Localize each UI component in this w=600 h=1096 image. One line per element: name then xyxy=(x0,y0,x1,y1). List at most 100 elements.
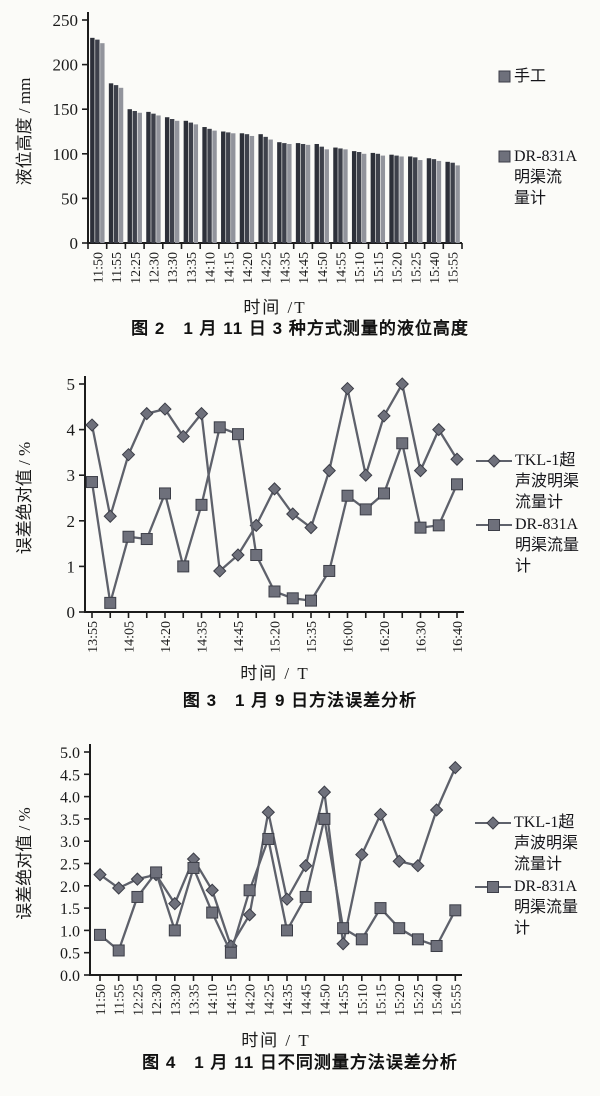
x-tick-label: 13:35 xyxy=(185,252,200,284)
data-point-marker xyxy=(130,872,145,886)
figure3-line-chart: 0 1 2 3 4 5 误差绝对值 / % 13:55 14:05 14:20 14:35 14:45… xyxy=(15,375,466,653)
bar xyxy=(314,143,319,243)
data-point-marker xyxy=(323,564,336,577)
data-point-marker xyxy=(395,377,409,391)
bar xyxy=(305,144,311,243)
data-point-marker xyxy=(243,884,256,897)
y-tick-label: 1 xyxy=(67,557,76,576)
x-tick-label: 14:10 xyxy=(206,984,221,1016)
x-tick-label: 14:55 xyxy=(337,984,352,1016)
data-point-marker xyxy=(103,509,117,523)
bar xyxy=(370,152,376,243)
data-point-marker xyxy=(305,594,317,607)
data-point-marker xyxy=(411,933,424,946)
bar xyxy=(287,143,292,243)
x-tick-label: 14:50 xyxy=(316,252,331,284)
data-point-marker xyxy=(111,881,126,895)
bar xyxy=(263,136,268,243)
data-point-marker xyxy=(158,402,172,416)
data-point-marker xyxy=(206,906,219,919)
y-tick-label: 1.0 xyxy=(60,923,80,940)
data-point-marker xyxy=(430,940,443,953)
data-point-marker xyxy=(140,406,154,421)
data-point-marker xyxy=(213,421,226,434)
bar xyxy=(151,113,156,243)
y-tick-label: 4.0 xyxy=(60,790,80,807)
x-tick-label: 13:30 xyxy=(166,252,181,284)
x-axis-title: 时间 /T xyxy=(243,298,307,317)
bar xyxy=(343,149,348,243)
data-point-marker xyxy=(122,530,135,543)
x-tick-label: 14:45 xyxy=(232,621,247,653)
y-tick-label: 5 xyxy=(67,375,76,394)
bar xyxy=(231,133,236,243)
data-point-marker xyxy=(286,592,299,605)
data-point-marker xyxy=(232,428,244,441)
data-point-marker xyxy=(267,482,282,496)
x-tick-label: 15:55 xyxy=(447,252,462,284)
data-point-marker xyxy=(359,468,373,482)
data-point-marker xyxy=(205,883,219,897)
x-tick-label: 15:10 xyxy=(353,252,368,284)
legend-label: 手工 xyxy=(514,68,547,85)
x-tick-label: 14:10 xyxy=(204,252,219,284)
data-point-marker xyxy=(213,564,227,578)
data-point-marker xyxy=(194,406,209,421)
data-point-marker xyxy=(317,785,332,799)
bar xyxy=(113,85,119,243)
data-point-marker xyxy=(355,933,368,946)
data-point-marker xyxy=(429,803,444,817)
x-tick-label: 14:45 xyxy=(297,252,312,284)
bar xyxy=(418,160,423,243)
bar xyxy=(174,120,180,243)
data-point-marker xyxy=(378,487,390,500)
data-point-marker xyxy=(393,922,406,935)
bar xyxy=(394,155,399,243)
y-tick-label: 2 xyxy=(67,512,76,531)
bar xyxy=(268,139,273,243)
data-point-marker xyxy=(373,807,388,822)
bar xyxy=(324,149,329,243)
x-tick-label: 13:35 xyxy=(188,984,203,1016)
data-point-marker xyxy=(411,859,425,873)
x-tick-label: 12:25 xyxy=(131,984,146,1016)
data-point-marker xyxy=(131,890,144,903)
bar xyxy=(258,134,263,243)
bar xyxy=(450,162,455,243)
data-point-marker xyxy=(355,847,369,862)
y-tick-label: 3 xyxy=(67,466,76,485)
bar xyxy=(118,87,124,244)
data-point-marker xyxy=(86,476,98,489)
data-point-marker xyxy=(336,937,350,951)
y-tick-label: 0 xyxy=(67,603,76,622)
data-point-marker xyxy=(377,409,391,423)
x-tick-label: 11:50 xyxy=(91,252,106,283)
line-square-legend-marker-icon xyxy=(475,880,511,939)
y-tick-label: 0 xyxy=(70,234,79,253)
x-tick-label: 14:35 xyxy=(196,621,211,653)
legend-label: TKL-1超 声波明渠 流量计 xyxy=(514,814,579,873)
y-tick-label: 250 xyxy=(53,11,79,30)
data-point-marker xyxy=(280,892,294,906)
y-tick-label: 0.5 xyxy=(60,946,80,963)
legend-entry: TKL-1超 声波明渠 流量计 xyxy=(475,812,578,875)
figure-caption: 图 2 1 月 11 日 3 种方式测量的液位高度 xyxy=(131,319,469,338)
x-tick-label: 11:55 xyxy=(113,984,128,1015)
x-tick-label: 15:20 xyxy=(391,252,406,284)
data-point-marker xyxy=(150,866,163,879)
bar xyxy=(146,111,151,243)
line-diamond-legend-marker-icon xyxy=(475,816,511,875)
data-point-marker xyxy=(268,585,281,598)
series-line xyxy=(99,767,457,949)
x-tick-label: 14:25 xyxy=(260,252,275,284)
data-point-marker xyxy=(94,928,106,941)
bar xyxy=(277,142,282,243)
x-tick-label: 15:20 xyxy=(269,621,284,653)
data-point-marker xyxy=(413,463,428,478)
line-square-legend-marker-icon xyxy=(476,518,512,577)
square-legend-marker-icon xyxy=(498,150,511,209)
